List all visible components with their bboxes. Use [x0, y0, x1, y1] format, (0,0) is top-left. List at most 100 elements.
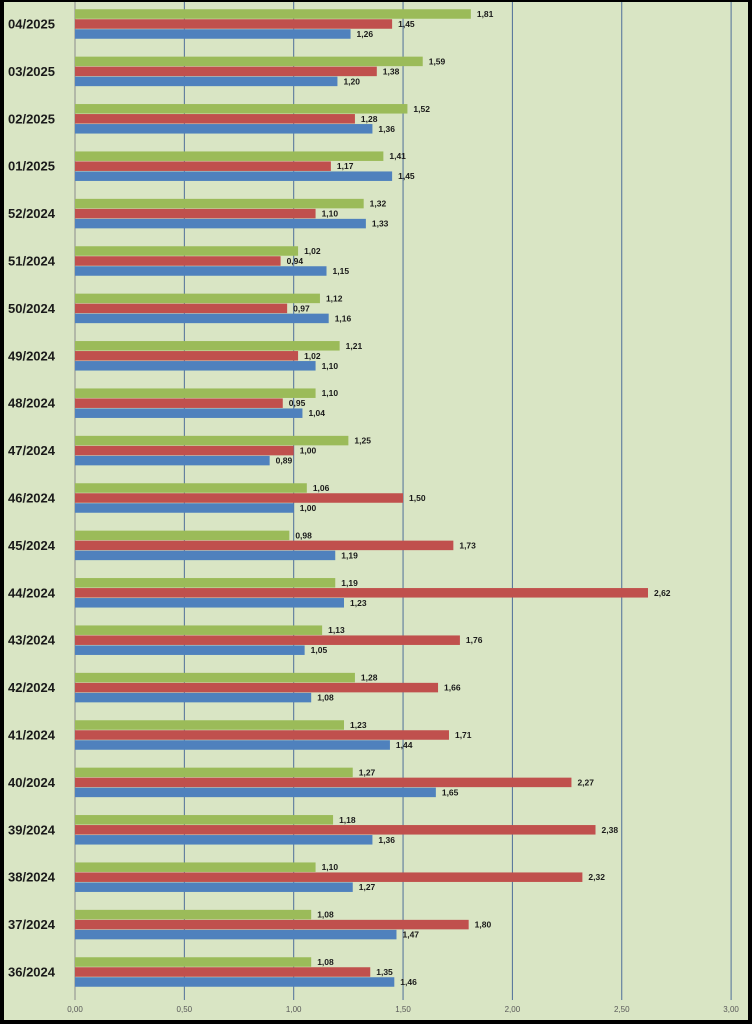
- category-label: 38/2024: [8, 870, 56, 885]
- data-label: 1,06: [313, 483, 330, 493]
- x-tick-label: 3,00: [723, 1005, 739, 1014]
- data-label: 1,25: [354, 436, 371, 446]
- data-label: 1,08: [317, 957, 334, 967]
- data-label: 1,41: [389, 151, 406, 161]
- bar: [75, 825, 596, 835]
- data-label: 1,33: [372, 219, 389, 229]
- data-label: 1,47: [402, 930, 419, 940]
- category-label: 51/2024: [8, 254, 56, 269]
- bar: [75, 720, 345, 730]
- bar: [75, 977, 395, 987]
- data-label: 1,15: [333, 266, 350, 276]
- bar: [75, 303, 288, 314]
- data-label: 1,80: [475, 920, 492, 930]
- bar: [75, 588, 648, 598]
- data-label: 1,59: [429, 56, 446, 66]
- category-label: 47/2024: [8, 443, 56, 458]
- category-label: 40/2024: [8, 775, 56, 790]
- bar: [75, 313, 329, 324]
- data-label: 1,32: [370, 199, 387, 209]
- bar: [75, 882, 353, 892]
- data-label: 1,28: [361, 673, 378, 683]
- data-label: 1,19: [341, 578, 358, 588]
- bar: [75, 578, 336, 588]
- data-label: 1,27: [359, 882, 376, 892]
- bar: [75, 151, 384, 161]
- data-label: 1,27: [359, 767, 376, 777]
- bar: [75, 919, 469, 930]
- data-label: 2,38: [602, 825, 619, 835]
- data-label: 1,45: [398, 19, 415, 29]
- category-label: 44/2024: [8, 585, 56, 600]
- data-label: 1,23: [350, 720, 367, 730]
- bar: [75, 835, 373, 845]
- data-label: 1,36: [378, 124, 395, 134]
- data-label: 1,10: [322, 388, 339, 398]
- bar: [75, 530, 290, 541]
- bar: [75, 872, 583, 882]
- data-label: 1,20: [343, 76, 360, 86]
- bar: [75, 76, 338, 87]
- bar: [75, 208, 316, 219]
- bar: [75, 598, 345, 608]
- data-label: 1,36: [378, 835, 395, 845]
- data-label: 0,89: [276, 456, 293, 466]
- bar: [75, 218, 366, 229]
- bar: [75, 398, 283, 408]
- category-label: 01/2025: [8, 159, 55, 174]
- data-label: 1,17: [337, 161, 354, 171]
- bar: [75, 388, 316, 398]
- data-label: 1,05: [311, 645, 328, 655]
- data-label: 1,66: [444, 683, 461, 693]
- data-label: 1,13: [328, 625, 345, 635]
- data-label: 1,52: [413, 104, 430, 114]
- x-tick-label: 0,00: [67, 1005, 83, 1014]
- bar: [75, 645, 305, 655]
- data-label: 1,08: [317, 910, 334, 920]
- bar: [75, 56, 423, 67]
- category-label: 36/2024: [8, 965, 56, 980]
- bar: [75, 341, 340, 351]
- bar: [75, 198, 364, 209]
- data-label: 1,45: [398, 171, 415, 181]
- data-label: 1,08: [317, 693, 334, 703]
- bar: [75, 767, 353, 778]
- data-label: 1,46: [400, 977, 417, 987]
- data-label: 1,21: [346, 341, 363, 351]
- category-label: 41/2024: [8, 728, 56, 743]
- x-tick-label: 0,50: [177, 1005, 193, 1014]
- bar: [75, 435, 349, 446]
- bar: [75, 483, 307, 493]
- bar: [75, 740, 390, 750]
- data-label: 1,19: [341, 550, 358, 560]
- bar: [75, 114, 355, 124]
- x-tick-label: 1,50: [395, 1005, 411, 1014]
- data-label: 2,62: [654, 588, 671, 598]
- bar: [75, 625, 323, 635]
- category-label: 02/2025: [8, 111, 55, 126]
- bar: [75, 493, 404, 503]
- bar: [75, 730, 449, 740]
- bar: [75, 503, 294, 513]
- bar: [75, 540, 454, 551]
- bar: [75, 19, 393, 29]
- bar: [75, 862, 316, 872]
- category-label: 48/2024: [8, 396, 56, 411]
- bar: [75, 777, 572, 788]
- data-label: 1,00: [300, 503, 317, 513]
- bar: [75, 171, 393, 181]
- data-label: 0,98: [295, 530, 312, 540]
- bar: [75, 29, 351, 39]
- data-label: 1,10: [322, 862, 339, 872]
- data-label: 1,50: [409, 493, 426, 503]
- bar: [75, 787, 436, 798]
- data-label: 1,76: [466, 635, 483, 645]
- category-label: 49/2024: [8, 348, 56, 363]
- bar: [75, 692, 312, 703]
- x-tick-label: 1,00: [286, 1005, 302, 1014]
- bar: [75, 550, 336, 561]
- category-label: 03/2025: [8, 64, 55, 79]
- data-label: 1,12: [326, 293, 343, 303]
- data-label: 1,10: [322, 209, 339, 219]
